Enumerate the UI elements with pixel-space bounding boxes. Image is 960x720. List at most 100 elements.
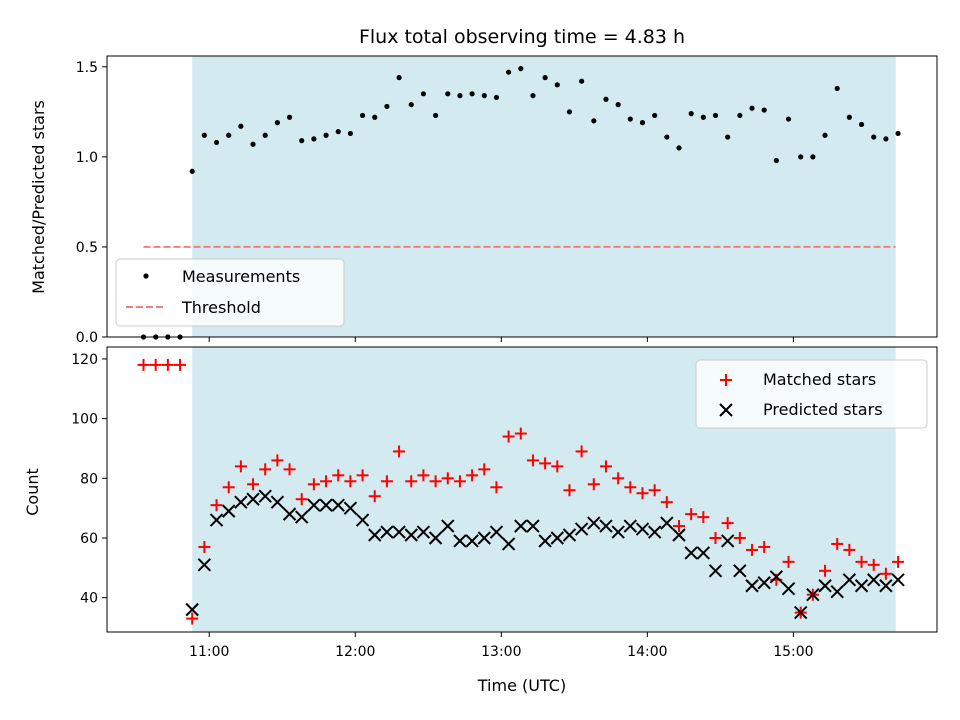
bottom-y-axis-label: Count — [23, 468, 42, 516]
x-b — [550, 531, 565, 545]
predicted-stars-point — [781, 582, 796, 596]
bottom-legend-box — [695, 359, 928, 429]
x-b — [745, 579, 759, 593]
measurements-point — [262, 132, 268, 138]
y-tick-label: 100 — [71, 412, 98, 428]
x-b — [380, 525, 394, 539]
y-tick-label: 1.0 — [76, 150, 98, 166]
predicted-stars-point — [684, 546, 698, 560]
measurements-point — [238, 123, 244, 129]
matched-stars-point — [259, 463, 272, 476]
predicted-stars-point — [331, 498, 345, 512]
predicted-stars-point — [720, 534, 735, 548]
measurements-point — [457, 93, 463, 99]
x-b — [611, 525, 625, 539]
measurements-point — [712, 112, 719, 119]
matched-stars-point — [831, 537, 844, 550]
x-b — [197, 558, 212, 572]
matched-stars-point — [612, 472, 625, 485]
matched-stars-point — [441, 472, 454, 485]
x-b — [660, 516, 674, 530]
legend-predicted-marker — [719, 403, 733, 417]
measurements-point — [250, 141, 256, 147]
predicted-stars-point — [246, 492, 260, 506]
matched-stars-point — [174, 358, 187, 371]
matched-stars-point — [295, 493, 308, 506]
matched-stars-point — [709, 531, 722, 544]
measurements-point — [627, 116, 633, 122]
measurements-point — [895, 130, 901, 137]
matched-stars-point — [320, 475, 333, 488]
matched-stars-point — [356, 469, 369, 482]
x-b — [623, 519, 638, 533]
matched-stars-point — [892, 555, 905, 568]
x-b — [891, 573, 905, 587]
matched-stars-point — [782, 555, 795, 568]
matched-stars-point — [624, 481, 637, 494]
matched-stars-point — [210, 499, 223, 512]
predicted-stars-point — [757, 576, 771, 590]
y-tick-label: 40 — [80, 591, 98, 607]
predicted-stars-point — [806, 587, 820, 602]
matched-stars-point — [551, 460, 564, 473]
predicted-stars-point — [599, 519, 613, 533]
measurements-point — [530, 93, 536, 99]
measurements-point — [445, 91, 451, 97]
x-b — [538, 534, 552, 548]
legend-measurements-marker — [143, 273, 149, 279]
x-b — [282, 507, 297, 521]
matched-stars-point — [648, 484, 661, 497]
x-b — [696, 546, 711, 560]
matched-stars-point — [867, 558, 880, 571]
measurements-point — [688, 111, 694, 117]
top-legend: Measurements Threshold — [115, 258, 345, 327]
matched-stars-point — [453, 475, 466, 488]
predicted-stars-point — [854, 579, 869, 593]
x-b — [879, 579, 893, 593]
measurements-point — [579, 78, 585, 84]
predicted-stars-point — [221, 504, 236, 518]
predicted-stars-point — [538, 534, 552, 548]
x-b — [806, 587, 820, 602]
x-b — [720, 534, 735, 548]
measurements-point — [615, 102, 621, 108]
measurements-point — [201, 132, 207, 138]
y-tick-label: 120 — [71, 352, 98, 368]
matched-stars-point — [539, 457, 552, 470]
predicted-stars-point — [574, 522, 589, 536]
x-b — [842, 573, 857, 587]
measurements-point — [481, 93, 487, 99]
measurements-point — [506, 69, 512, 75]
matched-stars-point — [283, 463, 296, 476]
measurements-point — [566, 109, 573, 115]
measurements-point — [299, 138, 305, 144]
predicted-stars-point — [380, 525, 394, 539]
x-b — [416, 525, 431, 539]
matched-stars-point — [405, 475, 418, 488]
matched-stars-point — [234, 460, 247, 473]
measurements-point — [664, 134, 670, 140]
predicted-stars-point — [209, 513, 224, 527]
measurements-point — [323, 132, 329, 138]
predicted-stars-point — [477, 531, 491, 545]
matched-stars-point — [417, 469, 430, 482]
x-b — [343, 501, 358, 515]
x-b — [428, 531, 443, 545]
matched-stars-point — [563, 484, 576, 497]
matched-stars-point — [186, 612, 199, 625]
matched-stars-point — [819, 564, 832, 577]
measurements-point — [737, 112, 743, 119]
predicted-stars-point — [793, 605, 808, 620]
matched-stars-point — [247, 478, 260, 491]
chart-title: Flux total observing time = 4.83 h — [359, 26, 685, 48]
y-tick-label: 1.5 — [76, 60, 98, 76]
x-b — [647, 525, 662, 539]
x-b — [526, 519, 540, 533]
matched-stars-point — [429, 475, 442, 488]
matched-stars-point — [526, 454, 539, 467]
measurements-point — [347, 130, 354, 137]
predicted-stars-point — [562, 528, 577, 542]
legend-measurements-label: Measurements — [182, 267, 300, 286]
x-tick-label: 13:00 — [481, 644, 521, 660]
legend-matched-marker — [720, 374, 732, 386]
